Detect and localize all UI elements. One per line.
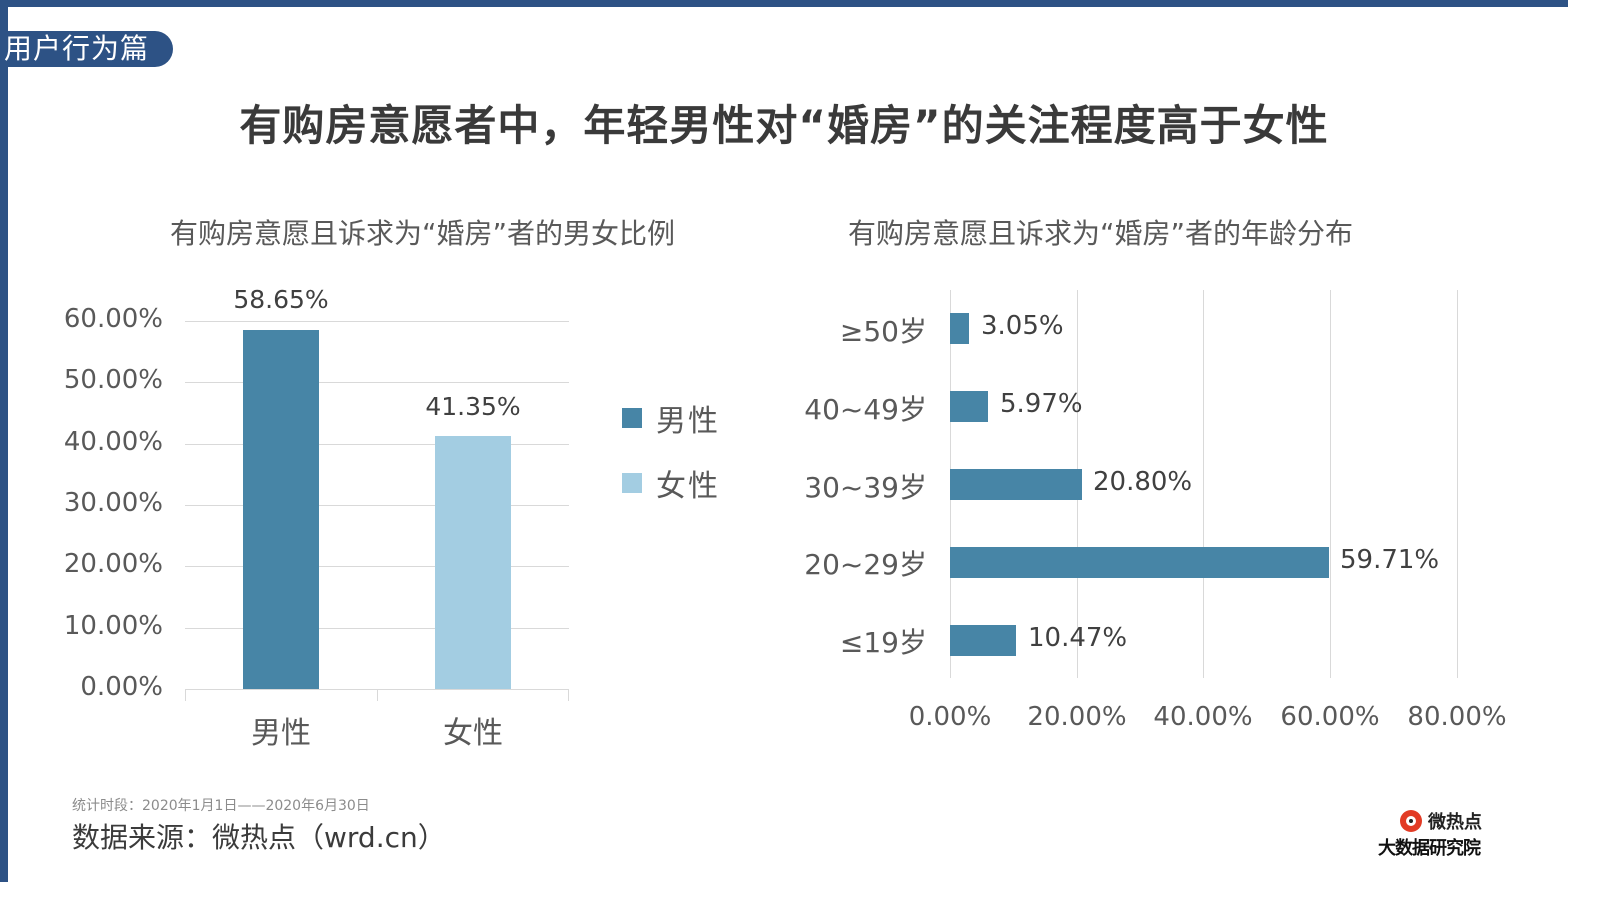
legend-item-female: 女性 bbox=[622, 461, 720, 505]
bar-male bbox=[243, 330, 319, 689]
legend-label: 女性 bbox=[656, 469, 720, 504]
frame-left-border bbox=[0, 0, 8, 882]
stat-period-note: 统计时段：2020年1月1日——2020年6月30日 bbox=[72, 798, 370, 814]
bar-value-label: 59.71% bbox=[1340, 545, 1440, 575]
right-chart-title: 有购房意愿且诉求为“婚房”者的年龄分布 bbox=[848, 217, 1354, 250]
y-tick-label: 0.00% bbox=[80, 672, 163, 702]
x-tick-label: 40.00% bbox=[1153, 702, 1253, 732]
gridline bbox=[185, 505, 569, 506]
x-axis-tick bbox=[377, 689, 378, 701]
y-category-label: 30~39岁 bbox=[804, 471, 927, 504]
y-category-label: 40~49岁 bbox=[804, 393, 927, 426]
logo-subtitle: 大数据研究院 bbox=[1378, 838, 1481, 859]
legend-swatch-icon bbox=[622, 408, 642, 428]
gridline bbox=[1203, 290, 1204, 678]
bar-age-30-39 bbox=[950, 469, 1082, 500]
eye-logo-icon bbox=[1400, 810, 1422, 832]
x-axis-tick bbox=[185, 689, 186, 701]
bar-age-50-plus bbox=[950, 313, 969, 344]
y-tick-label: 50.00% bbox=[63, 365, 163, 395]
y-tick-label: 30.00% bbox=[63, 488, 163, 518]
gridline bbox=[185, 444, 569, 445]
bar-value-label: 10.47% bbox=[1028, 623, 1128, 653]
x-category-label: 男性 bbox=[251, 716, 311, 751]
gridline bbox=[185, 566, 569, 567]
gridline bbox=[1457, 290, 1458, 678]
legend-label: 男性 bbox=[656, 404, 720, 439]
bar-age-20-29 bbox=[950, 547, 1329, 578]
gridline bbox=[185, 628, 569, 629]
y-category-label: ≥50岁 bbox=[839, 315, 927, 348]
gridline bbox=[1330, 290, 1331, 678]
y-tick-label: 60.00% bbox=[63, 304, 163, 334]
y-tick-label: 40.00% bbox=[63, 427, 163, 457]
bar-age-40-49 bbox=[950, 391, 988, 422]
left-chart-title: 有购房意愿且诉求为“婚房”者的男女比例 bbox=[170, 217, 676, 250]
bar-value-label: 41.35% bbox=[425, 392, 521, 421]
legend-swatch-icon bbox=[622, 473, 642, 493]
brand-logo: 微热点 大数据研究院 bbox=[1378, 808, 1528, 863]
bar-value-label: 3.05% bbox=[981, 311, 1064, 341]
gridline bbox=[185, 321, 569, 322]
gridline bbox=[185, 382, 569, 383]
bar-value-label: 20.80% bbox=[1093, 467, 1193, 497]
plot-area bbox=[185, 321, 569, 689]
logo-top-row: 微热点 bbox=[1400, 808, 1482, 834]
page-title: 有购房意愿者中，年轻男性对“婚房”的关注程度高于女性 bbox=[239, 101, 1329, 150]
y-category-label: ≤19岁 bbox=[839, 626, 927, 659]
x-tick-label: 20.00% bbox=[1027, 702, 1127, 732]
x-tick-label: 80.00% bbox=[1407, 702, 1507, 732]
y-category-label: 20~29岁 bbox=[804, 548, 927, 581]
data-source-note: 数据来源：微热点（wrd.cn） bbox=[72, 821, 446, 854]
x-tick-label: 0.00% bbox=[908, 702, 992, 732]
bar-value-label: 58.65% bbox=[233, 285, 329, 314]
y-tick-label: 10.00% bbox=[63, 611, 163, 641]
legend-item-male: 男性 bbox=[622, 396, 720, 440]
x-category-label: 女性 bbox=[443, 716, 503, 751]
frame-top-border bbox=[0, 0, 1568, 7]
x-axis-tick bbox=[568, 689, 569, 701]
bar-female bbox=[435, 436, 511, 689]
x-tick-label: 60.00% bbox=[1280, 702, 1380, 732]
bar-value-label: 5.97% bbox=[1000, 389, 1083, 419]
y-tick-label: 20.00% bbox=[63, 549, 163, 579]
section-tag: 用户行为篇 bbox=[0, 31, 173, 67]
logo-name: 微热点 bbox=[1428, 812, 1482, 833]
bar-age-under-19 bbox=[950, 625, 1016, 656]
